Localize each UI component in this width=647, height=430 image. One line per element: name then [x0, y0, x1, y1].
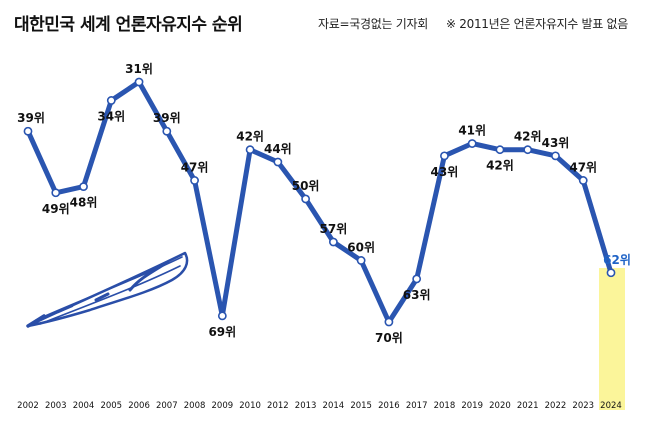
data-point-2010	[245, 145, 255, 155]
year-label-2018: 2018	[434, 401, 456, 411]
year-label-2017: 2017	[406, 401, 428, 411]
data-point-2018	[440, 151, 449, 161]
pen-doodle-icon	[26, 251, 189, 328]
rank-label-2012: 44위	[264, 142, 292, 156]
year-label-2010: 2010	[239, 401, 261, 411]
rank-series-line	[25, 79, 614, 325]
year-label-2008: 2008	[184, 401, 206, 411]
data-point-2017	[412, 274, 422, 284]
rank-label-2008: 47위	[181, 160, 209, 174]
data-point-2022	[551, 151, 560, 161]
data-point-2016	[384, 317, 394, 327]
year-label-2022: 2022	[545, 401, 567, 411]
year-label-2012: 2012	[267, 401, 289, 411]
rank-label-2015: 60위	[347, 240, 375, 254]
year-label-2005: 2005	[100, 401, 122, 411]
data-point-2012	[273, 157, 283, 167]
year-label-2007: 2007	[156, 401, 178, 411]
rank-label-2002: 39위	[17, 111, 45, 125]
data-point-2019	[467, 139, 477, 148]
data-point-2020	[495, 145, 505, 155]
data-point-2014	[328, 237, 338, 247]
rank-label-2013: 50위	[292, 179, 320, 193]
data-point-2009	[217, 311, 227, 321]
rank-label-2024: 62위	[603, 253, 631, 267]
data-point-2007	[162, 126, 172, 136]
data-point-2024	[606, 268, 616, 278]
year-label-2013: 2013	[295, 401, 317, 411]
year-label-2020: 2020	[489, 401, 511, 411]
data-point-2015	[356, 256, 366, 265]
rank-label-2005: 34위	[97, 109, 125, 123]
rank-label-2019: 41위	[458, 124, 486, 138]
rank-label-2006: 31위	[125, 62, 153, 76]
rank-label-2018: 43위	[431, 165, 459, 179]
rank-label-2004: 48위	[70, 196, 98, 210]
data-point-2004	[79, 182, 88, 192]
rank-label-2017: 63위	[403, 288, 431, 302]
data-point-2021	[523, 145, 533, 155]
year-label-2019: 2019	[461, 401, 483, 411]
data-point-2005	[106, 96, 116, 105]
data-points	[23, 77, 616, 327]
rank-label-2003: 49위	[42, 202, 70, 216]
data-point-2003	[51, 188, 61, 198]
year-label-2002: 2002	[17, 401, 39, 411]
source-note: 자료=국경없는 기자회	[318, 17, 428, 31]
rank-label-2007: 39위	[153, 111, 181, 125]
year-label-2015: 2015	[350, 401, 372, 411]
rank-label-2009: 69위	[208, 325, 236, 339]
data-point-2006	[134, 77, 144, 87]
year-label-2003: 2003	[45, 401, 67, 411]
rank-label-2014: 57위	[320, 222, 348, 236]
data-point-2008	[190, 176, 199, 185]
data-point-2013	[301, 194, 311, 204]
rank-label-2016: 70위	[375, 331, 403, 345]
rank-label-2020: 42위	[486, 159, 514, 173]
rank-label-2022: 43위	[542, 136, 570, 150]
year-label-2009: 2009	[212, 401, 234, 411]
highlight-band-2024	[599, 268, 625, 410]
year-label-2023: 2023	[572, 401, 594, 411]
data-point-2002	[23, 126, 33, 136]
rank-label-2021: 42위	[514, 130, 542, 144]
year-label-2004: 2004	[73, 401, 95, 411]
chart-title: 대한민국 세계 언론자유지수 순위	[14, 15, 243, 35]
data-point-2023	[578, 176, 588, 185]
rank-label-2023: 47위	[569, 160, 597, 174]
missing-year-note: ※ 2011년은 언론자유지수 발표 없음	[446, 17, 629, 31]
year-label-2024: 2024	[600, 401, 622, 411]
year-label-2016: 2016	[378, 401, 400, 411]
rank-label-2010: 42위	[236, 130, 264, 144]
year-label-2021: 2021	[517, 401, 539, 411]
year-label-2006: 2006	[128, 401, 150, 411]
x-axis-years: 2002 2003 2004 2005 2006 2007 2008 2009 2010 2012…	[17, 401, 622, 411]
year-label-2014: 2014	[323, 401, 345, 411]
